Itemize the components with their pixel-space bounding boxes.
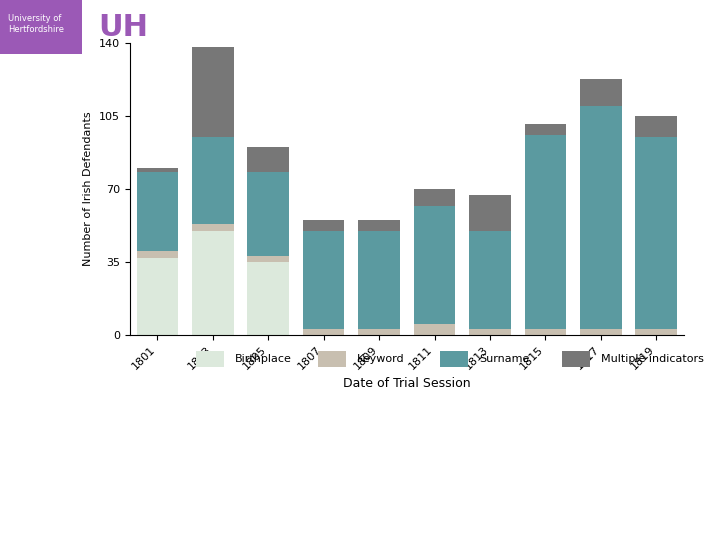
Bar xyxy=(469,231,510,328)
Text: UH: UH xyxy=(98,12,148,42)
Text: Surname: Surname xyxy=(479,354,529,364)
Text: Multiple indicators: Multiple indicators xyxy=(601,354,703,364)
Bar xyxy=(525,328,566,335)
Bar xyxy=(303,328,344,335)
Y-axis label: Number of Irish Defendants: Number of Irish Defendants xyxy=(84,112,93,266)
Bar xyxy=(318,351,346,367)
Bar xyxy=(359,328,400,335)
Text: Birthplace: Birthplace xyxy=(235,354,292,364)
Bar xyxy=(359,231,400,328)
Bar xyxy=(414,206,455,325)
Bar xyxy=(248,147,289,172)
Bar xyxy=(192,225,233,231)
Text: @adam_crymble: @adam_crymble xyxy=(29,501,122,512)
Bar xyxy=(636,137,677,328)
Bar xyxy=(469,195,510,231)
Text: Irish Defendants Identified: Irish Defendants Identified xyxy=(29,394,250,412)
Bar xyxy=(196,351,224,367)
Bar xyxy=(636,328,677,335)
Text: Record Linkage + Keywords + Surname Analysis: Record Linkage + Keywords + Surname Anal… xyxy=(29,430,537,450)
Bar xyxy=(580,79,621,106)
Text: a.crymble@herts.ac.uk: a.crymble@herts.ac.uk xyxy=(29,524,158,534)
Bar xyxy=(137,168,178,172)
Bar xyxy=(359,220,400,231)
Bar xyxy=(248,172,289,255)
Bar xyxy=(414,325,455,335)
Bar xyxy=(636,116,677,137)
Bar xyxy=(303,220,344,231)
Text: University of
Hertfordshire: University of Hertfordshire xyxy=(8,14,64,35)
Text: Adam Crymble: Adam Crymble xyxy=(29,478,112,489)
Bar xyxy=(137,172,178,252)
Bar xyxy=(525,124,566,135)
Bar xyxy=(469,328,510,335)
Bar xyxy=(525,135,566,328)
Bar xyxy=(137,258,178,335)
Bar xyxy=(303,231,344,328)
Bar xyxy=(414,189,455,206)
Bar xyxy=(192,231,233,335)
Bar xyxy=(192,48,233,137)
X-axis label: Date of Trial Session: Date of Trial Session xyxy=(343,377,471,390)
Bar xyxy=(440,351,468,367)
Text: Keyword: Keyword xyxy=(357,354,405,364)
Bar xyxy=(580,106,621,328)
Bar xyxy=(0,0,82,54)
Bar xyxy=(137,252,178,258)
Bar xyxy=(192,137,233,225)
Bar xyxy=(562,351,590,367)
Bar xyxy=(248,262,289,335)
Bar xyxy=(248,255,289,262)
Bar xyxy=(580,328,621,335)
